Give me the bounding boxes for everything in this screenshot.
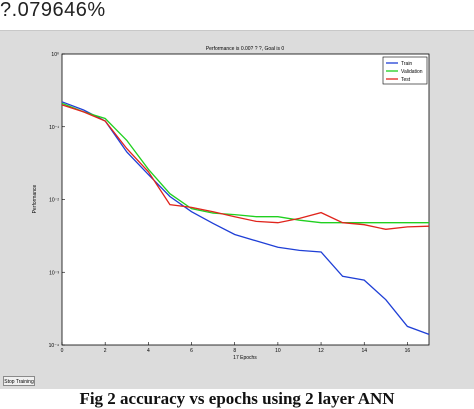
x-tick-label: 14: [361, 348, 367, 354]
axis-ticks: 0 2 4 6 8 10 12 14 16 10⁰ 10⁻¹ 10⁻² 10⁻³ 10⁻⁴: [49, 52, 411, 354]
performance-chart: Performance is 0.00? ? ?, Goal is 0 0 2 4 6…: [32, 46, 430, 361]
x-tick-label: 10: [275, 348, 281, 354]
legend-label-validation: Validation: [401, 69, 423, 75]
legend-label-test: Test: [401, 77, 411, 83]
x-axis-label: 17 Epochs: [233, 355, 257, 361]
x-tick-label: 0: [61, 348, 64, 354]
x-tick-label: 12: [318, 348, 324, 354]
y-tick-label: 10⁰: [51, 52, 59, 58]
stop-training-button[interactable]: Stop Training: [3, 376, 35, 386]
series-line-test: [61, 104, 430, 230]
figure-caption: Fig 2 accuracy vs epochs using 2 layer A…: [79, 389, 395, 408]
y-tick-label: 10⁻²: [49, 198, 59, 204]
y-tick-label: 10⁻¹: [49, 125, 59, 131]
series-line-validation: [61, 102, 429, 224]
y-axis-label: Performance: [32, 184, 38, 213]
series-line-train: [61, 101, 430, 336]
x-tick-label: 4: [147, 348, 150, 354]
x-tick-label: 6: [190, 348, 193, 354]
y-tick-label: 10⁻⁴: [49, 343, 59, 349]
x-tick-label: 2: [104, 348, 107, 354]
x-tick-label: 16: [405, 348, 411, 354]
y-tick-label: 10⁻³: [49, 270, 59, 276]
x-tick-label: 8: [233, 348, 236, 354]
data-series: [61, 101, 430, 336]
plot-area: [61, 53, 430, 346]
top-text: ?.079646%: [0, 0, 106, 21]
legend: Train Validation Test: [382, 56, 428, 85]
legend-label-train: Train: [401, 61, 412, 67]
chart-title: Performance is 0.00? ? ?, Goal is 0: [206, 46, 285, 52]
training-window: Performance is 0.00? ? ?, Goal is 0 0 2 4 6…: [0, 30, 474, 389]
